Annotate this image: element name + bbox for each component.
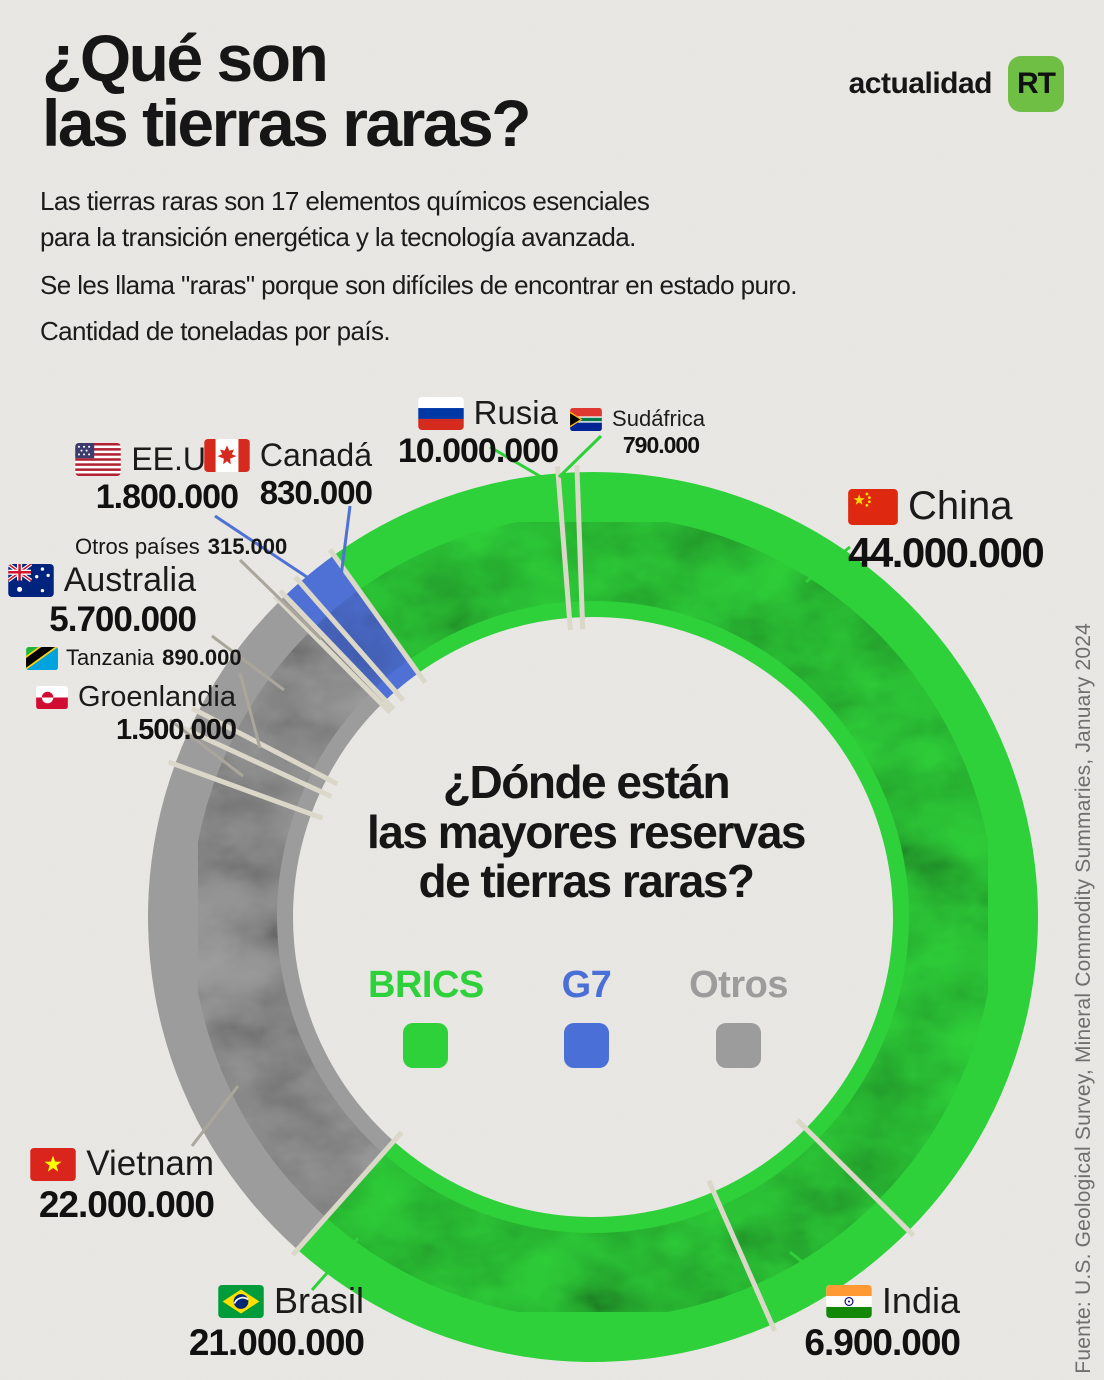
intro-line-2: para la transición energética y la tecno… [40, 222, 636, 252]
vietnam-value: 22.000.000 [38, 1184, 215, 1225]
sudafrica-flag-icon [570, 408, 602, 431]
label-china: China 44.000.000 [848, 484, 1045, 577]
vietnam-flag-icon [30, 1148, 76, 1181]
center-question-line-3: de tierras raras? [418, 855, 755, 908]
canada-flag-icon [204, 439, 250, 472]
china-name: China [908, 484, 1013, 528]
brand-word: actualidad [848, 67, 993, 100]
canada-name: Canadá [259, 437, 372, 473]
page-title: ¿Qué son las tierras raras? [42, 21, 532, 160]
label-brasil: Brasil 21.000.000 [176, 1280, 365, 1364]
tanzania-leader-line [238, 672, 262, 749]
title-line-2: las tierras raras? [42, 85, 532, 160]
rusia-value: 10.000.000 [397, 432, 559, 470]
legend-item-otros: Otros [689, 964, 788, 1068]
india-name: India [881, 1280, 960, 1321]
australia-flag-icon [8, 564, 54, 597]
canada-leader-line [336, 505, 352, 601]
donut-segments [147, 465, 1038, 1362]
rusia-flag-icon [418, 397, 464, 430]
brand: actualidad RT [849, 56, 1064, 112]
label-sudafrica: Sudáfrica 790.000 [565, 406, 705, 459]
tanzania-name: Tanzania [66, 645, 155, 670]
segment-divider [278, 588, 396, 711]
intro-line-1: Las tierras raras son 17 elementos quími… [40, 186, 650, 216]
segment-sudafrica [558, 472, 583, 618]
otros-paises-name: Otros países [75, 534, 200, 559]
sudafrica-value: 790.000 [622, 432, 700, 458]
china-value: 44.000.000 [848, 529, 1045, 576]
vietnam-name: Vietnam [86, 1144, 214, 1183]
legend: BRICS G7 Otros [368, 964, 788, 1068]
australia-value: 5.700.000 [49, 600, 197, 639]
label-canada: Canadá 830.000 [230, 437, 373, 512]
brasil-value: 21.000.000 [188, 1322, 365, 1363]
label-rusia: Rusia 10.000.000 [386, 394, 559, 471]
segment-divider [574, 465, 586, 630]
segment-divider [706, 1179, 777, 1332]
segment-divider [555, 466, 573, 631]
canada-value: 830.000 [259, 474, 373, 511]
legend-g7-label: G7 [561, 964, 612, 1006]
groenlandia-flag-icon [36, 686, 68, 709]
tanzania-value: 890.000 [162, 645, 242, 670]
tanzania-flag-icon [26, 647, 58, 670]
rusia-name: Rusia [473, 394, 558, 431]
label-otros-paises: Otros países 315.000 [75, 534, 287, 560]
sudafrica-name: Sudáfrica [612, 406, 705, 431]
otros-paises-leader-line [238, 558, 323, 641]
segment-canada [285, 582, 396, 701]
legend-g7-swatch [563, 1023, 609, 1068]
groenlandia-name: Groenlandia [78, 681, 236, 713]
groenlandia-value: 1.500.000 [115, 714, 237, 746]
segment-otros-paises [279, 595, 386, 705]
intro-line-3: Se les llama "raras" porque son difícile… [40, 270, 798, 300]
otros-paises-value: 315.000 [207, 534, 288, 559]
segment-divider [327, 548, 428, 685]
india-value: 6.900.000 [804, 1322, 961, 1363]
vietnam-leader-line [190, 1085, 240, 1147]
india-flag-icon [826, 1285, 872, 1318]
label-tanzania: Tanzania 890.000 [26, 645, 242, 671]
eeuu-flag-icon [75, 443, 121, 476]
legend-item-brics: BRICS [368, 964, 484, 1068]
label-groenlandia: Groenlandia 1.500.000 [14, 681, 237, 747]
marble-texture-overlay [191, 515, 995, 1319]
china-flag-icon [848, 489, 898, 525]
source-note: Fuente: U.S. Geological Survey, Mineral … [1072, 623, 1095, 1374]
segment-divider [795, 1118, 916, 1238]
center-question-line-1: ¿Dónde están [442, 756, 731, 808]
center-question: ¿Dónde están las mayores reservas de tie… [34, 756, 1104, 908]
legend-otros-label: Otros [689, 964, 788, 1006]
label-vietnam: Vietnam 22.000.000 [16, 1144, 215, 1226]
legend-brics-swatch [403, 1023, 449, 1068]
intro-line-4: Cantidad de toneladas por país. [40, 316, 391, 346]
segment-divider [293, 575, 406, 702]
label-india: India 6.900.000 [790, 1280, 961, 1364]
legend-item-g7: G7 [562, 964, 612, 1068]
segment-brasil [297, 1141, 772, 1362]
legend-otros-swatch [716, 1023, 762, 1068]
rt-logo: RT [1008, 56, 1064, 112]
segment-divider [272, 594, 392, 715]
center-question-line-2: las mayores reservas [366, 805, 807, 858]
segment-divider [290, 1130, 404, 1257]
china-leader-line [805, 545, 851, 584]
legend-brics-label: BRICS [368, 964, 484, 1006]
brasil-flag-icon [218, 1285, 264, 1318]
australia-name: Australia [63, 561, 196, 599]
title-line-1: ¿Qué son [42, 21, 329, 95]
brasil-name: Brasil [273, 1280, 364, 1321]
eeuu-value: 1.800.000 [95, 478, 239, 516]
segment-ee-uu- [299, 555, 419, 692]
label-australia: Australia 5.700.000 [26, 561, 197, 640]
